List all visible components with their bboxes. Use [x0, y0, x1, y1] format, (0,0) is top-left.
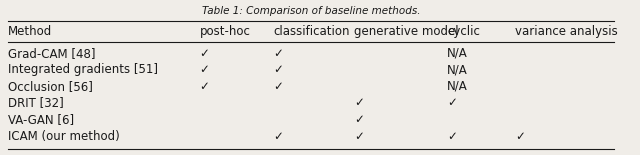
Text: generative model: generative model	[354, 25, 459, 38]
Text: ✓: ✓	[274, 47, 284, 60]
Text: N/A: N/A	[447, 80, 468, 93]
Text: ✓: ✓	[515, 130, 525, 143]
Text: Occlusion [56]: Occlusion [56]	[8, 80, 92, 93]
Text: ICAM (our method): ICAM (our method)	[8, 130, 119, 143]
Text: Method: Method	[8, 25, 52, 38]
Text: ✓: ✓	[200, 63, 209, 76]
Text: DRIT [32]: DRIT [32]	[8, 96, 63, 109]
Text: N/A: N/A	[447, 47, 468, 60]
Text: Grad-CAM [48]: Grad-CAM [48]	[8, 47, 95, 60]
Text: variance analysis: variance analysis	[515, 25, 618, 38]
Text: ✓: ✓	[447, 130, 457, 143]
Text: ✓: ✓	[354, 96, 364, 109]
Text: N/A: N/A	[447, 63, 468, 76]
Text: Integrated gradients [51]: Integrated gradients [51]	[8, 63, 157, 76]
Text: cyclic: cyclic	[447, 25, 480, 38]
Text: classification: classification	[274, 25, 350, 38]
Text: ✓: ✓	[274, 63, 284, 76]
Text: Table 1: Comparison of baseline methods.: Table 1: Comparison of baseline methods.	[202, 6, 420, 16]
Text: ✓: ✓	[274, 130, 284, 143]
Text: ✓: ✓	[354, 113, 364, 126]
Text: ✓: ✓	[354, 130, 364, 143]
Text: VA-GAN [6]: VA-GAN [6]	[8, 113, 74, 126]
Text: ✓: ✓	[274, 80, 284, 93]
Text: ✓: ✓	[447, 96, 457, 109]
Text: post-hoc: post-hoc	[200, 25, 250, 38]
Text: ✓: ✓	[200, 47, 209, 60]
Text: ✓: ✓	[200, 80, 209, 93]
